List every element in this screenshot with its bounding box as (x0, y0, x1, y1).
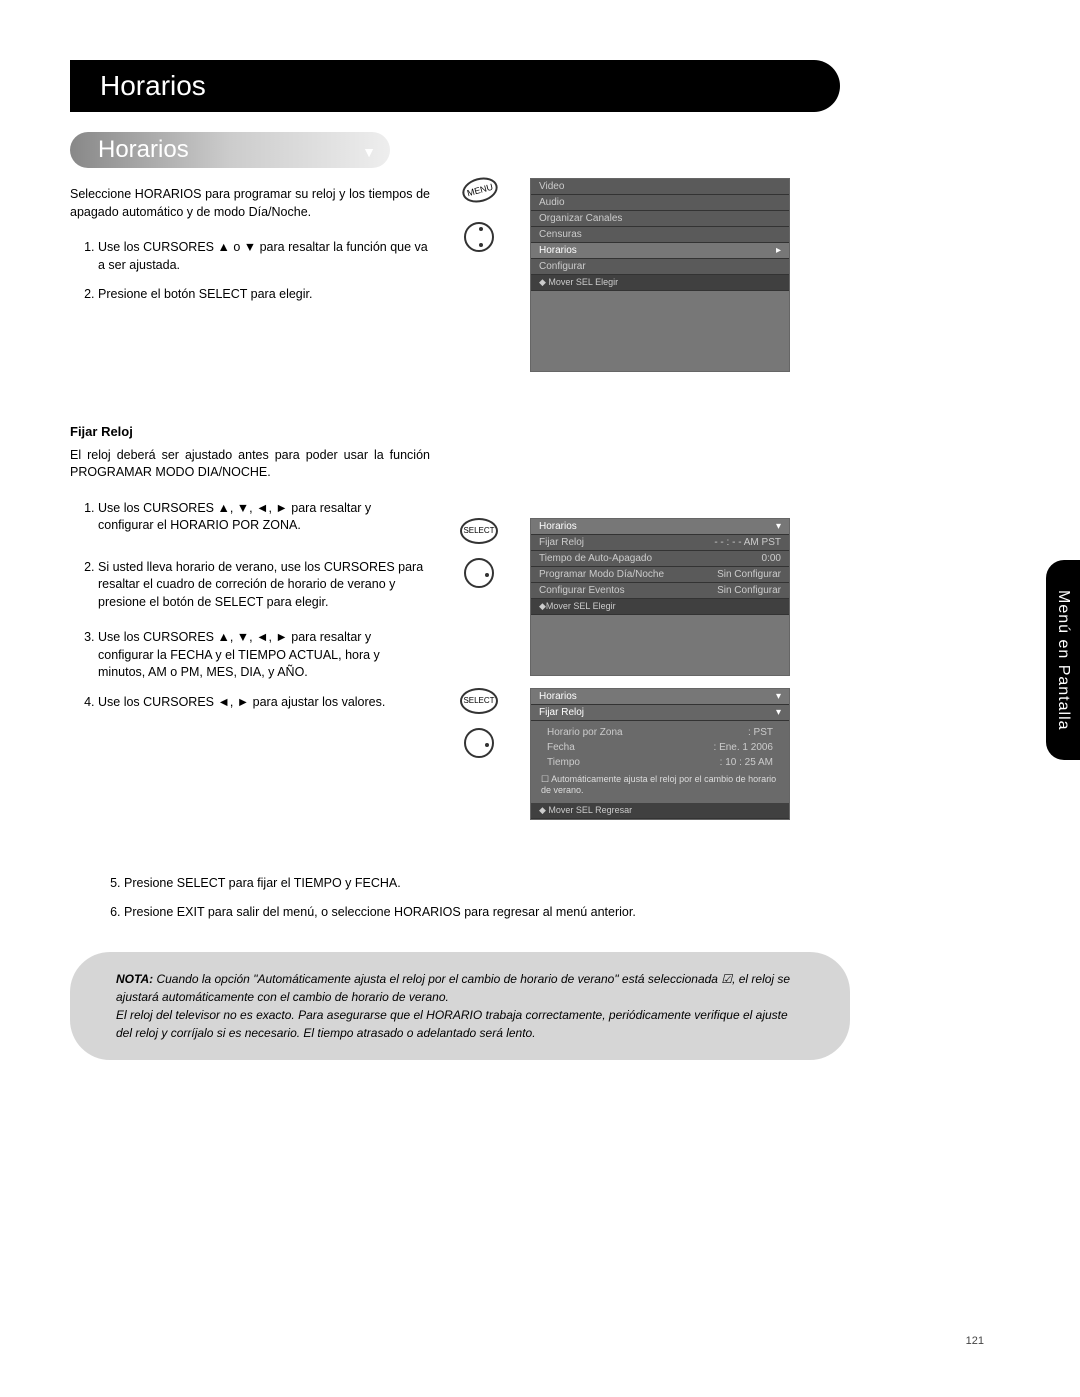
note-box: NOTA: Cuando la opción "Automáticamente … (70, 952, 850, 1060)
cursor-pad-icon (464, 558, 494, 588)
item-value: Ene. 1 2006 (719, 742, 773, 753)
dst-checkbox-text: ☐ Automáticamente ajusta el reloj por el… (539, 770, 781, 799)
menu-item: Horario por Zona: PST (539, 725, 781, 740)
list-item: Si usted lleva horario de verano, use lo… (98, 559, 430, 612)
item-label: Horario por Zona (547, 727, 623, 738)
submenu-label: Fijar Reloj (539, 707, 584, 718)
note-text-1: Cuando la opción "Automáticamente ajusta… (116, 972, 790, 1004)
menu-item: Configurar Eventos Sin Configurar (531, 583, 789, 599)
list-item: Use los CURSORES ▲ o ▼ para resaltar la … (98, 239, 430, 274)
list-item: Presione EXIT para salir del menú, o sel… (124, 903, 990, 922)
list-item: Presione SELECT para fijar el TIEMPO y F… (124, 874, 990, 893)
item-label: Tiempo (547, 757, 580, 768)
fijar-reloj-section: Fijar Reloj El reloj deberá ser ajustado… (70, 424, 430, 712)
chapter-title: Horarios (100, 70, 206, 101)
cursor-pad-icon (464, 728, 494, 758)
screen-background (531, 615, 789, 675)
menu-item: Programar Modo Día/Noche Sin Configurar (531, 567, 789, 583)
page: Horarios Horarios ▼ Seleccione HORARIOS … (0, 0, 1080, 1397)
select-button-icon: SELECT (460, 688, 498, 714)
intro-text: Seleccione HORARIOS para programar su re… (70, 186, 430, 221)
menu-item-label: Horarios (539, 245, 577, 256)
list-item: Use los CURSORES ▲, ▼, ◄, ► para resalta… (98, 500, 430, 535)
section-title: Horarios (98, 136, 189, 163)
menu-nav-hint: ◆Mover SEL Elegir (531, 599, 789, 615)
menu-nav-hint: ◆ Mover SEL Regresar (531, 803, 789, 819)
item-label: Fecha (547, 742, 575, 753)
menu-item: Tiempo: 10 : 25 AM (539, 755, 781, 770)
menu-item: Censuras (531, 227, 789, 243)
tv-screen-fijar-reloj: SELECT Horarios ▾ Fijar Reloj ▾ Horario po… (450, 688, 870, 858)
menu-item-selected: Horarios ▸ (531, 243, 789, 259)
menu-body: Horario por Zona: PST Fecha: Ene. 1 2006… (531, 721, 789, 803)
osd-horarios-menu: Horarios ▾ Fijar Reloj - - : - - AM PST Ti… (530, 518, 790, 676)
menu-item: Video (531, 179, 789, 195)
item-label: Configurar Eventos (539, 585, 625, 596)
menu-title: Horarios ▾ (531, 689, 789, 705)
chevron-right-icon: ▸ (776, 245, 781, 256)
tv-screen-horarios: SELECT Horarios ▾ Fijar Reloj - - : - - AM… (450, 518, 870, 678)
item-label: Fijar Reloj (539, 537, 584, 548)
subheading: Fijar Reloj (70, 424, 430, 439)
side-tab: Menú en Pantalla (1046, 560, 1080, 760)
menu-item: Fecha: Ene. 1 2006 (539, 740, 781, 755)
list-item: Use los CURSORES ◄, ► para ajustar los v… (98, 694, 430, 712)
chapter-title-bar: Horarios (70, 60, 840, 112)
note-label: NOTA: (116, 972, 153, 986)
select-button-icon: SELECT (460, 518, 498, 544)
note-text-2: El reloj del televisor no es exacto. Par… (116, 1008, 788, 1040)
section-title-bar: Horarios ▼ (70, 132, 390, 168)
chevron-down-icon: ▼ (362, 144, 376, 160)
menu-item: Fijar Reloj - - : - - AM PST (531, 535, 789, 551)
page-number: 121 (966, 1335, 984, 1347)
list-item: Use los CURSORES ▲, ▼, ◄, ► para resalta… (98, 629, 430, 682)
chevron-down-icon: ▾ (776, 691, 781, 702)
item-value: 10 : 25 AM (725, 757, 773, 768)
menu-title: Horarios ▾ (531, 519, 789, 535)
menu-item: Configurar (531, 259, 789, 275)
menu-title-label: Horarios (539, 691, 577, 702)
submenu-title: Fijar Reloj ▾ (531, 705, 789, 721)
osd-fijar-reloj-menu: Horarios ▾ Fijar Reloj ▾ Horario por Zona:… (530, 688, 790, 820)
menu-item: Audio (531, 195, 789, 211)
menu-button-icon: MENU (460, 174, 501, 206)
menu-nav-hint: ◆ Mover SEL Elegir (531, 275, 789, 291)
item-value: Sin Configurar (717, 585, 781, 596)
menu-title-label: Horarios (539, 521, 577, 532)
steps-list-c: Presione SELECT para fijar el TIEMPO y F… (124, 874, 990, 922)
two-column-layout: Seleccione HORARIOS para programar su re… (70, 178, 990, 868)
item-label: Tiempo de Auto-Apagado (539, 553, 652, 564)
chevron-down-icon: ▾ (776, 521, 781, 532)
side-tab-label: Menú en Pantalla (1054, 590, 1072, 731)
screen-background (531, 291, 789, 371)
right-column: MENU Video Audio Organizar Canales Censu… (450, 178, 870, 868)
steps-list-a: Use los CURSORES ▲ o ▼ para resaltar la … (98, 239, 430, 304)
item-value: Sin Configurar (717, 569, 781, 580)
tv-screen-main-menu: MENU Video Audio Organizar Canales Censu… (450, 178, 870, 378)
chevron-down-icon: ▾ (776, 707, 781, 718)
item-value: PST (754, 727, 773, 738)
steps-list-b: Use los CURSORES ▲, ▼, ◄, ► para resalta… (98, 500, 430, 712)
left-column: Seleccione HORARIOS para programar su re… (70, 178, 430, 868)
item-label: Programar Modo Día/Noche (539, 569, 664, 580)
list-item: Presione el botón SELECT para elegir. (98, 286, 430, 304)
menu-item: Organizar Canales (531, 211, 789, 227)
subsection-intro: El reloj deberá ser ajustado antes para … (70, 447, 430, 482)
menu-item: Tiempo de Auto-Apagado 0:00 (531, 551, 789, 567)
item-value: - - : - - AM PST (714, 537, 781, 548)
item-value: 0:00 (762, 553, 781, 564)
osd-main-menu: Video Audio Organizar Canales Censuras H… (530, 178, 790, 372)
cursor-pad-icon (464, 222, 494, 252)
